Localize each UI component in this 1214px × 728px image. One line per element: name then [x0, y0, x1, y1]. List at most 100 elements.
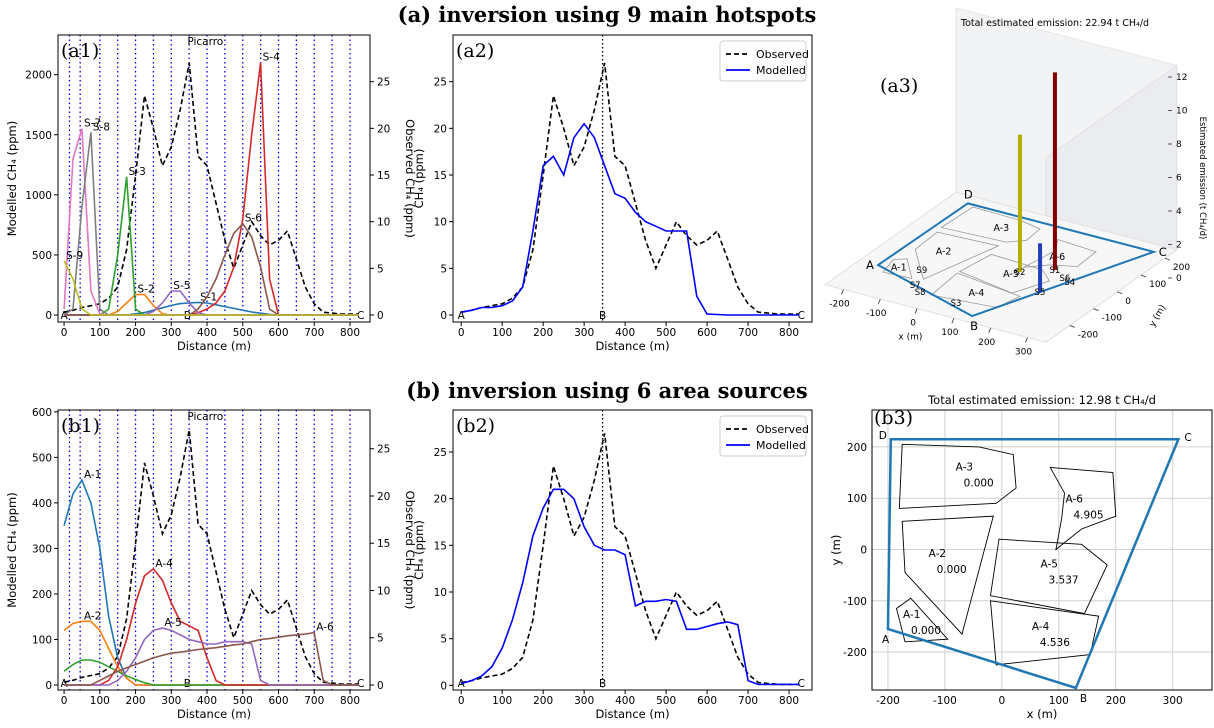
area-polygon [898, 443, 1017, 509]
x-tick-label: 100 [1049, 695, 1069, 707]
y-tick [1164, 257, 1171, 261]
series-label: S-7 [84, 118, 101, 130]
y-axis-label: y (m) [829, 535, 843, 566]
x-axis-label: Distance (m) [177, 339, 251, 353]
series-label: A-6 [316, 622, 334, 634]
corner-label: B [1080, 693, 1087, 705]
series-line [460, 488, 800, 686]
source-label: S6 [1060, 274, 1071, 284]
area-polygon [1049, 466, 1117, 551]
corner-label: A [866, 258, 874, 272]
y-tick-label: 100 [847, 493, 867, 505]
x-tick-label: 300 [161, 695, 181, 707]
y-tick-label: 10 [434, 587, 447, 599]
x-tick-label: -200 [829, 299, 850, 309]
y-tick-label: 300 [32, 543, 52, 555]
y2-tick-label: 15 [377, 538, 390, 550]
row-heading: (b) inversion using 6 area sources [406, 378, 807, 403]
marker-label: C [798, 310, 805, 322]
y-tick-label: 15 [434, 170, 447, 182]
y-axis-label: Modelled CH₄ (ppm) [5, 121, 19, 236]
marker-label: C [357, 678, 364, 690]
area-value: 3.537 [1049, 575, 1079, 587]
marker-label: B [599, 678, 606, 690]
x-tick-label: 500 [656, 327, 676, 339]
y2-tick-label: 25 [377, 77, 390, 89]
y-tick-label: 200 [32, 589, 52, 601]
y-axis-label: CH₄ (ppm) [412, 520, 426, 580]
plot-frame [57, 34, 371, 323]
y-axis-label: CH₄ (ppm) [412, 149, 426, 209]
y-tick-label: 10 [434, 217, 447, 229]
source-label: S3 [951, 299, 962, 309]
y-tick-label: 0 [45, 680, 52, 692]
x-tick-label: 400 [197, 695, 217, 707]
y2-tick-label: 10 [377, 217, 390, 229]
area-label: A-6 [1066, 494, 1084, 506]
y-tick-label: 200 [1173, 263, 1190, 273]
area-label: A-1 [891, 262, 907, 273]
x-tick-label: 300 [161, 327, 181, 339]
series-line [64, 627, 359, 686]
y-tick-label: 0 [45, 310, 52, 322]
x-tick-label: 600 [697, 327, 717, 339]
x-tick-label: 100 [492, 327, 512, 339]
plot-frame [871, 409, 1213, 691]
x-tick-label: 700 [304, 695, 324, 707]
y-tick-label: 20 [434, 494, 447, 506]
x-tick-label: 500 [233, 327, 253, 339]
area-label: A-6 [1049, 252, 1065, 263]
y-tick [1117, 291, 1123, 295]
y-tick-label: 400 [32, 498, 52, 510]
marker-label: B [184, 678, 191, 690]
series-label: S-8 [93, 121, 110, 133]
x-tick-label: 800 [340, 327, 360, 339]
z-tick-label: 4 [1176, 207, 1182, 217]
annotation: Picarro [187, 36, 223, 48]
x-tick-label: 200 [126, 327, 146, 339]
y2-tick-label: 0 [377, 310, 384, 322]
y-tick-label: 5 [440, 634, 447, 646]
x-tick-label: 0 [999, 695, 1006, 707]
area-label: A-5 [1041, 559, 1058, 571]
x-tick [1025, 337, 1028, 343]
legend-label: Modelled [756, 64, 806, 77]
corner-label: B [970, 319, 978, 333]
series-label: S-2 [138, 284, 155, 296]
y-tick-label: 20 [434, 123, 447, 135]
y-tick-label: 2000 [25, 70, 52, 82]
legend-box [719, 40, 807, 82]
x-tick-label: 700 [304, 327, 324, 339]
y-tick-label: 1000 [25, 190, 52, 202]
y-tick-label: 100 [32, 634, 52, 646]
series-line [64, 631, 359, 686]
panel-label: (a3) [880, 75, 918, 97]
legend-label: Observed [756, 48, 809, 61]
x-tick-label: 0 [910, 319, 916, 329]
series-label: S-4 [263, 52, 280, 64]
source-label: S7 [910, 281, 921, 291]
y2-tick-label: 20 [377, 123, 390, 135]
series-label: S-9 [66, 250, 83, 262]
x-tick-label: -100 [866, 309, 887, 319]
x-axis-label: x (m) [898, 333, 922, 343]
area-label: A-4 [968, 288, 984, 299]
legend-box [719, 415, 807, 457]
panel-label: (b3) [874, 407, 913, 429]
x-tick-label: 700 [738, 695, 758, 707]
x-tick-label: 600 [268, 695, 288, 707]
y2-tick-label: 0 [377, 680, 384, 692]
plot-frame [452, 409, 813, 691]
y-tick-label: 0 [1125, 297, 1131, 307]
marker-label: B [599, 310, 606, 322]
series-line [461, 122, 800, 316]
z-tick-label: 6 [1176, 174, 1182, 184]
series-label: A-2 [84, 610, 101, 622]
y-tick-label: 500 [32, 452, 52, 464]
x-tick-label: 500 [233, 695, 253, 707]
series-line [461, 433, 800, 686]
marker-label: A [60, 678, 68, 690]
x-tick-label: 0 [458, 327, 465, 339]
area-polygon [989, 538, 1108, 615]
